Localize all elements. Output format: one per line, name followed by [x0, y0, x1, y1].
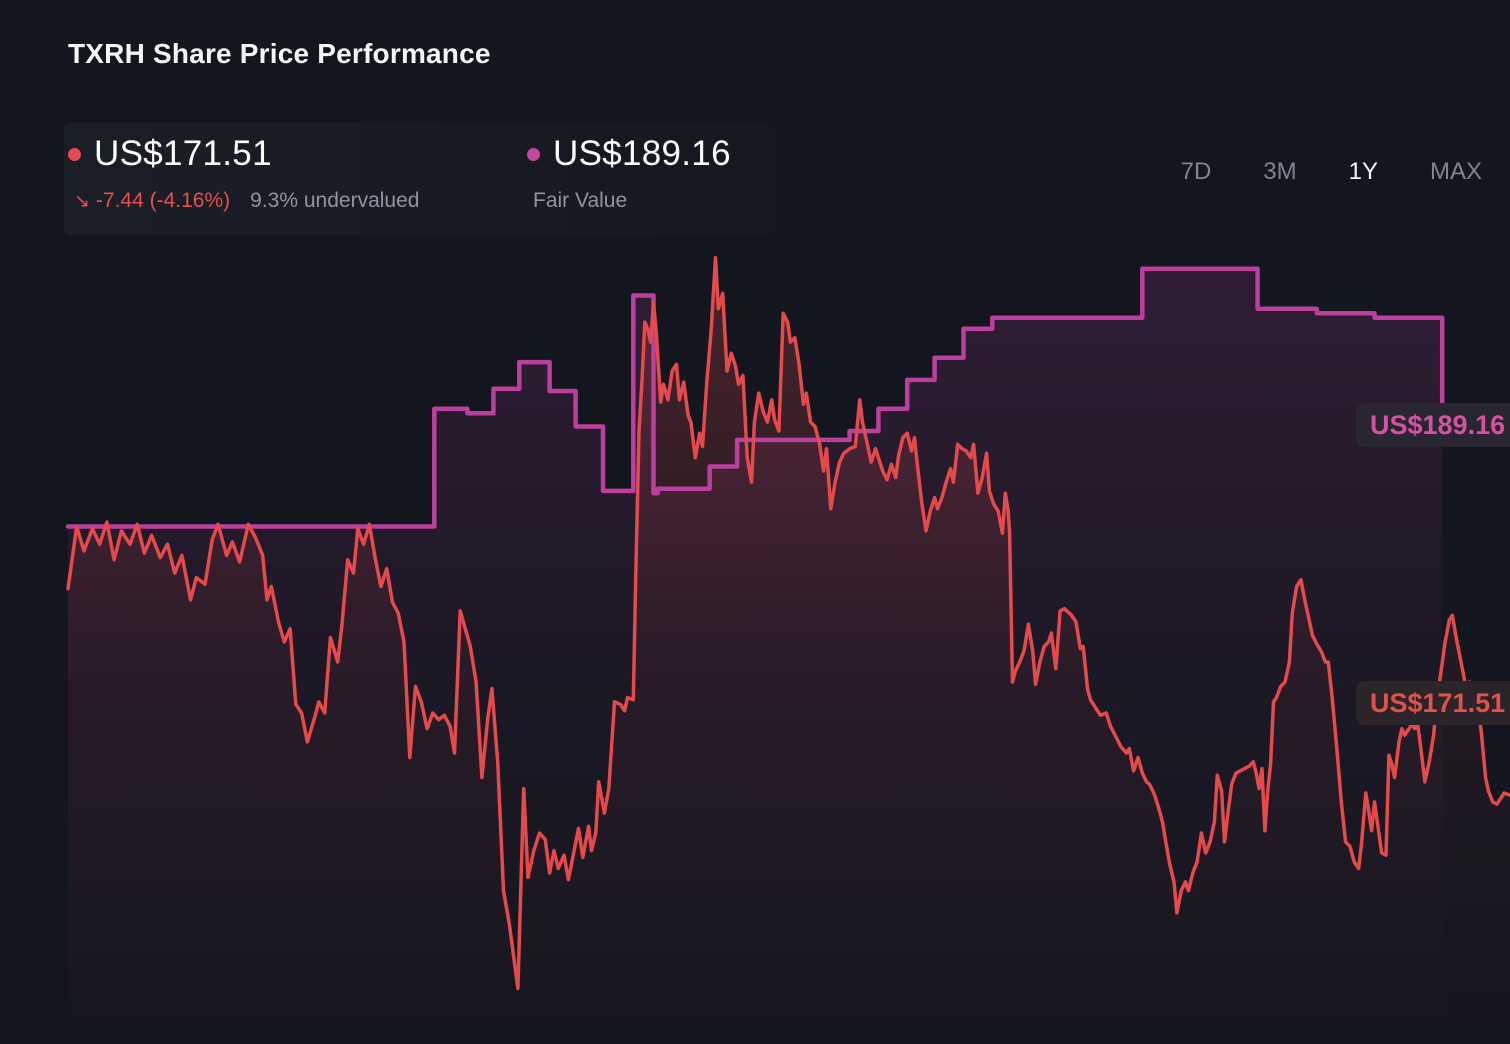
fair-value-block: US$189.16 Fair Value [527, 132, 731, 213]
fair-value-line [65, 266, 1445, 529]
share-price-area-fill [68, 257, 1510, 1044]
range-max[interactable]: MAX [1429, 158, 1482, 185]
range-3m[interactable]: 3M [1263, 158, 1297, 185]
fair-value-label: Fair Value [533, 189, 628, 212]
price-change: ↘ -7.44 (-4.16%) [74, 189, 230, 213]
page-title: TXRH Share Price Performance [68, 38, 491, 69]
range-7d[interactable]: 7D [1180, 158, 1212, 185]
range-selector: 7D 3M 1Y MAX [1181, 158, 1482, 186]
share-price-legend-dot-icon [68, 147, 81, 161]
current-price-value: US$171.51 [94, 134, 272, 173]
current-price-block: US$171.51 ↘ -7.44 (-4.16%) 9.3% undervalu… [68, 132, 419, 213]
fair-value-legend-dot-icon [527, 147, 540, 161]
fair-value-value: US$189.16 [553, 134, 731, 173]
fair-value-end-badge: US$189.16 [1356, 403, 1510, 447]
price-change-value: -7.44 (-4.16%) [95, 189, 231, 212]
share-price-line [66, 255, 1510, 991]
down-right-arrow-icon: ↘ [74, 191, 90, 212]
valuation-status: 9.3% undervalued [250, 189, 420, 212]
range-1y[interactable]: 1Y [1348, 158, 1378, 185]
share-price-end-badge: US$171.51 [1356, 681, 1510, 725]
